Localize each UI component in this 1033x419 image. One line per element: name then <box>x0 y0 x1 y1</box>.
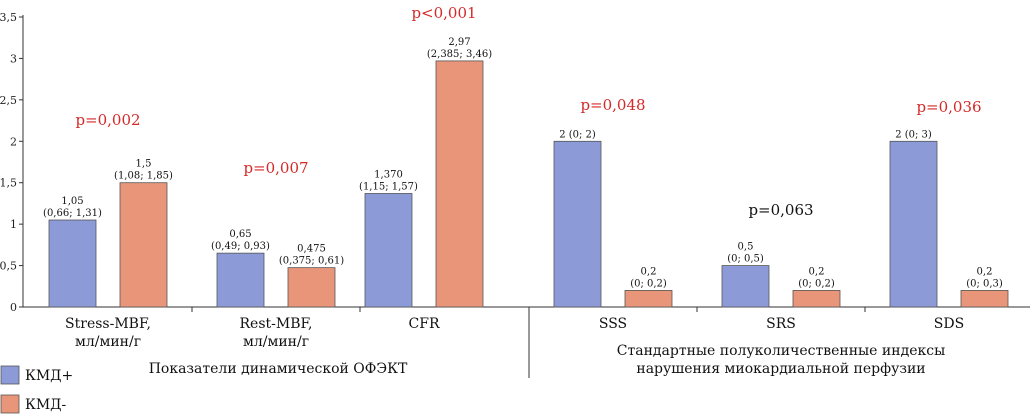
legend-label: КМД- <box>25 397 67 413</box>
y-tick-label: 1 <box>10 218 17 231</box>
bar-kmd-plus-0 <box>48 219 97 308</box>
data-label: 0,2 <box>977 266 993 277</box>
y-tick-label: 0 <box>10 301 17 314</box>
p-value-label: p=0,063 <box>748 201 813 219</box>
data-label: 1,5 <box>136 159 152 170</box>
category-label: мл/мин/г <box>75 334 141 350</box>
p-value-label: p=0,002 <box>75 111 140 129</box>
data-label: (0; 0,2) <box>798 278 835 289</box>
p-value-label: p=0,048 <box>580 96 645 114</box>
y-tick-label: 1,5 <box>0 177 17 190</box>
category-label: CFR <box>409 316 440 332</box>
category-label: мл/мин/г <box>243 334 309 350</box>
bar-kmd-plus-2 <box>364 193 413 308</box>
p-value-label: p=0,036 <box>916 98 981 116</box>
bar-kmd-minus-0 <box>119 182 168 308</box>
category-label: SDS <box>934 316 964 332</box>
data-label: (0,49; 0,93) <box>211 241 270 252</box>
bar-kmd-plus-1 <box>216 252 265 308</box>
data-label: 0,2 <box>809 266 825 277</box>
bar-kmd-plus-3 <box>553 140 602 308</box>
bar-kmd-minus-4 <box>792 290 841 308</box>
data-label: 2,97 <box>448 37 470 48</box>
bar-kmd-plus-4 <box>721 265 770 308</box>
legend-swatch <box>0 365 20 385</box>
group-label-semiquant: нарушения миокардиальной перфузии <box>636 361 925 377</box>
category-label: Rest-MBF, <box>240 316 313 332</box>
data-label: (1,15; 1,57) <box>359 181 418 192</box>
data-label: 2 (0; 3) <box>895 129 932 140</box>
data-label: (0,66; 1,31) <box>43 208 102 219</box>
category-label: Stress-MBF, <box>65 316 151 332</box>
data-label: 2 (0; 2) <box>559 129 596 140</box>
data-label: 0,2 <box>641 266 657 277</box>
data-label: 0,5 <box>738 242 754 253</box>
p-value-label: p<0,001 <box>411 4 476 22</box>
p-value-label: p=0,007 <box>243 159 308 177</box>
bar-kmd-minus-5 <box>960 290 1009 308</box>
data-label: 0,475 <box>297 244 326 255</box>
data-label: 1,05 <box>61 196 83 207</box>
group-label-semiquant: Стандартные полуколичественные индексы <box>617 343 945 359</box>
data-label: (0; 0,5) <box>727 254 764 265</box>
legend-swatch <box>0 394 20 414</box>
data-label: (0; 0,3) <box>966 278 1003 289</box>
y-tick-label: 2,5 <box>0 94 17 107</box>
category-label: SSS <box>599 316 627 332</box>
group-label-dynamic-spect: Показатели динамической ОФЭКТ <box>149 361 408 377</box>
data-label: 0,65 <box>229 229 251 240</box>
y-tick-label: 0,5 <box>0 260 17 273</box>
category-label: SRS <box>766 316 796 332</box>
legend-label: КМД+ <box>25 368 73 384</box>
data-label: 1,370 <box>374 169 403 180</box>
data-label: (0; 0,2) <box>630 278 667 289</box>
y-tick-label: 3 <box>10 52 17 65</box>
data-label: (1,08; 1,85) <box>114 171 173 182</box>
bar-kmd-plus-5 <box>889 140 938 308</box>
y-tick-label: 2 <box>10 135 17 148</box>
bar-kmd-minus-3 <box>624 290 673 308</box>
bar-kmd-minus-1 <box>287 267 336 308</box>
bar-kmd-minus-2 <box>435 60 484 308</box>
data-label: (2,385; 3,46) <box>427 49 492 60</box>
y-tick-label: 3,5 <box>0 11 17 24</box>
data-label: (0,375; 0,61) <box>279 256 344 267</box>
